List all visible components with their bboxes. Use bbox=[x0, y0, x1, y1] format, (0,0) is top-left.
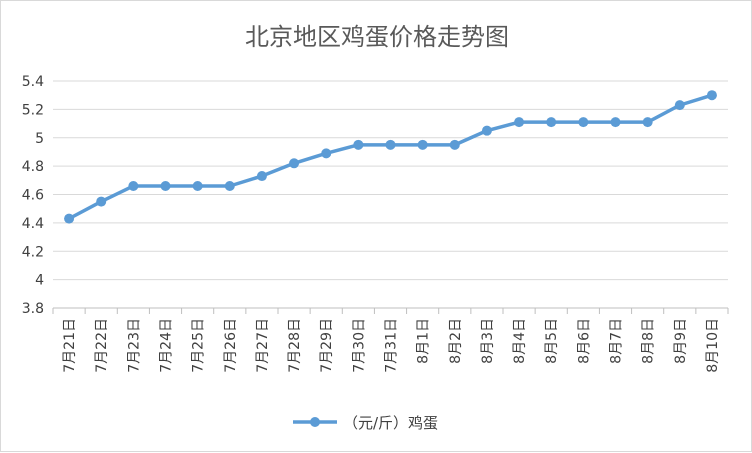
x-tick-label: 7月28日 bbox=[287, 318, 303, 373]
data-point bbox=[674, 100, 685, 111]
data-point bbox=[417, 139, 428, 150]
x-tick-label: 7月24日 bbox=[159, 318, 175, 373]
y-tick-label: 4 bbox=[35, 273, 44, 289]
x-axis bbox=[52, 307, 729, 314]
data-point bbox=[128, 180, 139, 191]
chart-title: 北京地区鸡蛋价格走势图 bbox=[245, 23, 509, 51]
y-tick-label: 3.8 bbox=[22, 301, 44, 317]
x-tick-label: 7月22日 bbox=[94, 318, 110, 373]
legend-marker bbox=[310, 417, 320, 427]
y-tick-label: 5.2 bbox=[22, 102, 44, 118]
data-point bbox=[706, 90, 717, 101]
data-point bbox=[514, 117, 525, 128]
x-tick-label: 7月31日 bbox=[384, 318, 400, 373]
data-point bbox=[546, 117, 557, 128]
data-point bbox=[64, 213, 75, 224]
y-tick-label: 4.4 bbox=[22, 216, 44, 232]
data-point bbox=[642, 117, 653, 128]
data-point bbox=[289, 158, 300, 169]
x-tick-label: 7月26日 bbox=[223, 318, 239, 373]
data-point bbox=[96, 196, 107, 207]
y-tick-label: 5.4 bbox=[22, 74, 44, 90]
data-point bbox=[481, 125, 492, 136]
data-point bbox=[321, 148, 332, 159]
x-tick-label: 8月5日 bbox=[544, 318, 560, 364]
y-tick-label: 4.2 bbox=[22, 244, 44, 260]
x-tick-label: 7月29日 bbox=[319, 318, 335, 373]
grid-lines bbox=[53, 80, 728, 281]
y-tick-label: 5 bbox=[35, 131, 44, 147]
data-point bbox=[160, 180, 171, 191]
x-axis-ticks: 7月21日 7月22日 7月23日 7月24日 7月25日 7月26日 7月27日 7月28日… bbox=[62, 318, 721, 373]
y-axis-ticks: 3.8 4 4.2 4.4 4.6 4.8 5 5.2 5.4 bbox=[22, 74, 44, 317]
x-tick-label: 8月10日 bbox=[705, 318, 721, 373]
series-path bbox=[67, 93, 714, 221]
x-tick-label: 8月9日 bbox=[673, 318, 689, 364]
x-tick-label: 7月27日 bbox=[255, 318, 271, 373]
legend: （元/斤）鸡蛋 bbox=[293, 414, 438, 432]
data-point bbox=[449, 139, 460, 150]
x-tick-label: 8月1日 bbox=[416, 318, 432, 364]
data-point bbox=[385, 139, 396, 150]
data-point bbox=[610, 117, 621, 128]
x-tick-label: 8月8日 bbox=[641, 318, 657, 364]
data-point bbox=[256, 171, 267, 182]
y-tick-label: 4.6 bbox=[22, 188, 44, 204]
legend-entry: （元/斤）鸡蛋 bbox=[343, 414, 438, 432]
data-point bbox=[224, 180, 235, 191]
x-tick-label: 8月6日 bbox=[576, 318, 592, 364]
y-tick-label: 4.8 bbox=[22, 159, 44, 175]
data-point bbox=[353, 139, 364, 150]
x-tick-label: 7月21日 bbox=[62, 318, 78, 373]
x-tick-label: 8月4日 bbox=[512, 318, 528, 364]
x-tick-label: 8月7日 bbox=[609, 318, 625, 364]
x-tick-label: 7月25日 bbox=[191, 318, 207, 373]
series-line bbox=[64, 90, 717, 224]
x-tick-label: 8月2日 bbox=[448, 318, 464, 364]
x-tick-label: 7月30日 bbox=[351, 318, 367, 373]
data-point bbox=[192, 180, 203, 191]
x-tick-label: 7月23日 bbox=[126, 318, 142, 373]
x-tick-label: 8月3日 bbox=[480, 318, 496, 364]
data-point bbox=[578, 117, 589, 128]
